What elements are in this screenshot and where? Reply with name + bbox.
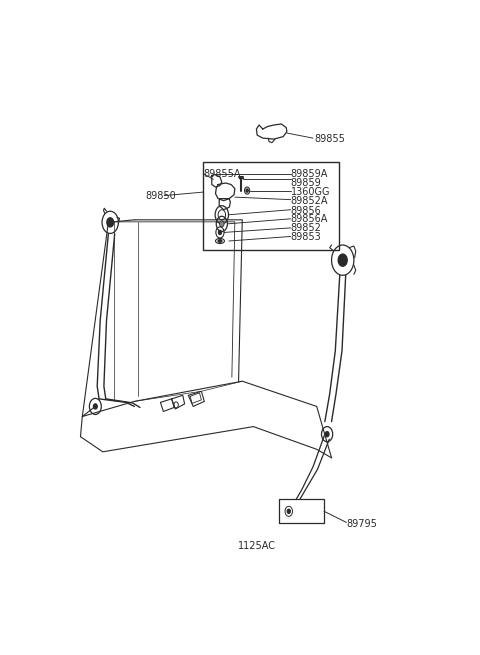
Text: 89853: 89853: [290, 232, 322, 242]
Ellipse shape: [218, 240, 222, 242]
Circle shape: [288, 510, 290, 514]
Text: 89859: 89859: [290, 178, 322, 188]
Text: 1360GG: 1360GG: [290, 187, 330, 196]
Text: 89795: 89795: [347, 519, 377, 529]
Text: 89850: 89850: [145, 191, 176, 200]
Text: 89856A: 89856A: [290, 214, 328, 224]
Text: 89856: 89856: [290, 206, 322, 215]
Circle shape: [246, 189, 248, 192]
Text: 1125AC: 1125AC: [238, 541, 276, 551]
Circle shape: [107, 218, 114, 227]
Text: 89859A: 89859A: [290, 170, 328, 179]
Circle shape: [94, 404, 97, 409]
Circle shape: [325, 432, 329, 437]
Text: 89852: 89852: [290, 223, 322, 233]
Text: 89852A: 89852A: [290, 196, 328, 206]
Circle shape: [218, 231, 221, 234]
Text: 89855A: 89855A: [203, 170, 240, 179]
Bar: [203, 162, 339, 250]
Circle shape: [338, 254, 347, 266]
Text: 89855: 89855: [315, 134, 346, 144]
Circle shape: [219, 221, 224, 227]
